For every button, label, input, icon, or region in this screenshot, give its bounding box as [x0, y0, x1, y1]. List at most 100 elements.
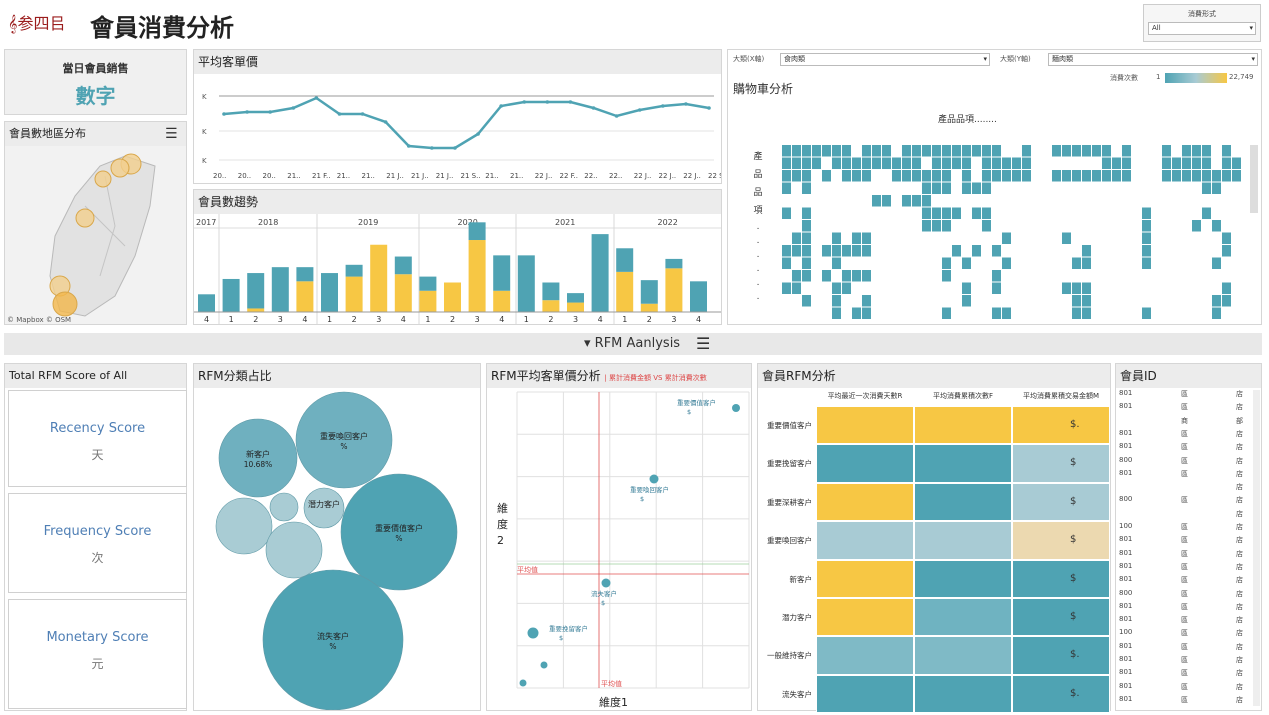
gold-bar [567, 302, 584, 312]
cart-cell [1072, 282, 1081, 294]
cart-cell [862, 307, 871, 319]
id-scrollbar[interactable] [1253, 390, 1260, 706]
year-label: 2018 [258, 218, 278, 227]
blue-bar [271, 267, 289, 312]
blue-bar [567, 293, 584, 303]
cart-cell [882, 195, 891, 207]
heat-cell [816, 482, 914, 522]
member-id-cell: 店 [1236, 589, 1243, 598]
x-tick: 20.. [263, 172, 276, 180]
cart-cell [972, 207, 981, 219]
cart-cell [1122, 170, 1131, 182]
cart-cell [1102, 170, 1111, 182]
member-id-cell: 801 [1119, 535, 1133, 544]
cart-cell [792, 270, 801, 282]
cart-cell [1082, 282, 1091, 294]
cart-cell [1122, 145, 1131, 157]
bubble [269, 492, 299, 522]
cart-cell [932, 145, 941, 157]
member-id-cell: 801 [1119, 668, 1133, 677]
filter-select[interactable]: All [1148, 22, 1256, 35]
avg-price-point [476, 132, 480, 136]
cart-cell [832, 307, 841, 319]
cart-cell [1082, 145, 1091, 157]
cart-cell [1022, 170, 1031, 182]
cart-cell [1202, 145, 1211, 157]
cart-cell [1122, 157, 1131, 169]
cart-cell [882, 145, 891, 157]
cart-cell [1062, 170, 1071, 182]
map-panel: 會員數地區分布 ☰ © Mapbox © OSM [4, 121, 187, 325]
member-id-cell: 801 [1119, 548, 1133, 557]
bubble-label: 流失客户 [317, 631, 349, 641]
cart-cell [972, 145, 981, 157]
blue-bar [665, 258, 683, 269]
cart-cell [942, 207, 951, 219]
section-menu-icon[interactable]: ☰ [696, 334, 711, 353]
heat-cell [816, 674, 914, 714]
legend-min: 1 [1156, 73, 1161, 81]
x-tick: 21.. [510, 172, 523, 180]
heat-cell [816, 598, 914, 637]
member-id-cell: 801 [1119, 601, 1133, 610]
cart-cell [962, 282, 971, 294]
cart-y-select[interactable]: 麵肉類 [1048, 53, 1258, 66]
member-id-cell: 800 [1119, 588, 1133, 597]
bubble [265, 521, 323, 579]
heat-row-label: 流失客户 [782, 689, 812, 699]
cart-row-header-char: 項 [753, 206, 763, 216]
member-id-cell: 店 [1236, 523, 1243, 531]
cart-cell [1082, 257, 1091, 269]
quarter-label: 1 [524, 315, 529, 324]
quarter-label: 1 [229, 315, 234, 324]
cart-cell [792, 282, 801, 294]
avg-price-title: 平均客單價 [194, 50, 721, 74]
scatter-point [519, 679, 527, 687]
menu-icon[interactable]: ☰ [165, 126, 178, 142]
scatter-point [540, 661, 548, 669]
rfm-section-title[interactable]: ▾ RFM Aanlysis [584, 336, 681, 351]
cart-cell [932, 170, 941, 182]
cart-cell [1222, 232, 1231, 244]
cart-cell [1162, 157, 1171, 169]
cart-cell [1002, 257, 1011, 269]
avg-price-point [499, 104, 503, 108]
gold-bar [640, 303, 658, 312]
avg-price-point [314, 96, 319, 100]
heat-cell [1012, 559, 1110, 598]
cart-cell [802, 182, 811, 194]
cart-cell [1082, 245, 1091, 257]
blue-bar [493, 255, 511, 291]
cart-cell [1112, 170, 1121, 182]
avg-price-point [453, 146, 457, 150]
legend-max: 22,749 [1229, 73, 1254, 81]
cart-cell [912, 195, 921, 207]
member-id-cell: 店 [1236, 483, 1243, 492]
heat-cell [1012, 636, 1110, 675]
cart-cell [882, 157, 891, 169]
cart-cell [802, 157, 811, 169]
member-id-cell: 801 [1119, 681, 1133, 690]
cart-scrollbar[interactable] [1250, 145, 1258, 213]
blue-bar [542, 282, 560, 301]
cart-cell [842, 157, 851, 169]
cart-cell [852, 245, 861, 257]
y-tick: K [202, 93, 207, 101]
cart-cell [952, 145, 961, 157]
heat-value: $. [1070, 419, 1080, 430]
cart-cell [862, 245, 871, 257]
cart-cell [962, 145, 971, 157]
cart-cell [842, 270, 851, 282]
cart-cell [892, 170, 901, 182]
cart-cell [1082, 295, 1091, 307]
scatter-point [601, 578, 611, 588]
cart-cell [872, 145, 881, 157]
heat-cell [914, 559, 1012, 598]
cart-cell [1062, 145, 1071, 157]
cart-cell [1232, 170, 1241, 182]
cart-x-select[interactable]: 食肉類 [780, 53, 990, 66]
quarter-label: 3 [376, 315, 381, 324]
heat-value: $ [1070, 495, 1077, 507]
scatter-point [527, 627, 539, 639]
avg-price-chart: K K K 20.. 20.. 20.. 21.. 21 F.. 21.. 21.. 21 J.. 2… [202, 93, 721, 180]
